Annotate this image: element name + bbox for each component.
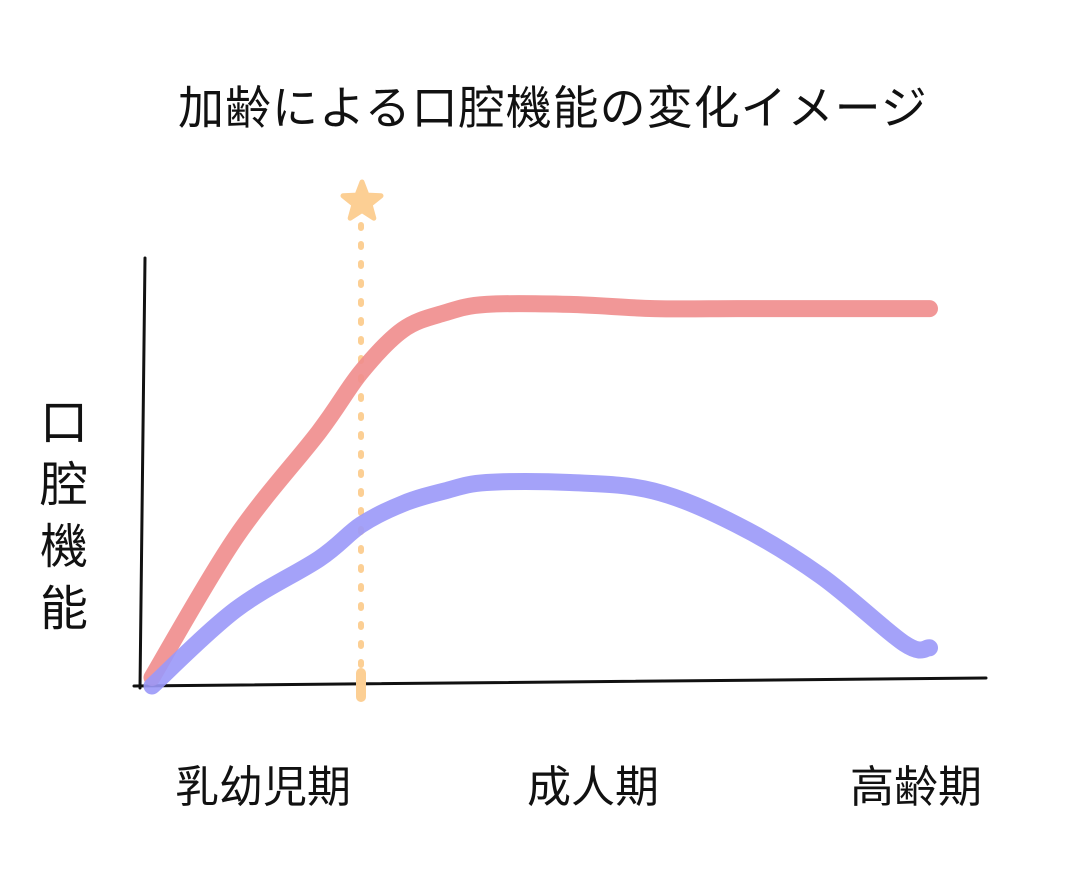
y-axis-line xyxy=(138,256,147,690)
y-axis-label-char: 口 xyxy=(39,395,88,451)
y-axis-label: 口 腔 機 能 xyxy=(34,392,94,640)
star-icon xyxy=(340,179,384,221)
chart-title: 加齢による口腔機能の変化イメージ xyxy=(178,81,928,135)
x-tick-label: 乳幼児期 xyxy=(175,762,351,813)
x-tick-labels: 乳幼児期 成人期 高齢期 xyxy=(175,762,982,813)
series-line-1 xyxy=(143,295,938,686)
y-axis-label-char: 機 xyxy=(39,519,88,575)
x-axis-line xyxy=(132,676,988,688)
x-tick-label: 成人期 xyxy=(527,762,659,813)
y-axis-label-char: 能 xyxy=(39,581,88,637)
series-line-2 xyxy=(143,472,938,695)
x-tick-label: 高齢期 xyxy=(850,762,982,813)
marker-base xyxy=(356,668,366,702)
y-axis-label-char: 腔 xyxy=(39,457,88,513)
